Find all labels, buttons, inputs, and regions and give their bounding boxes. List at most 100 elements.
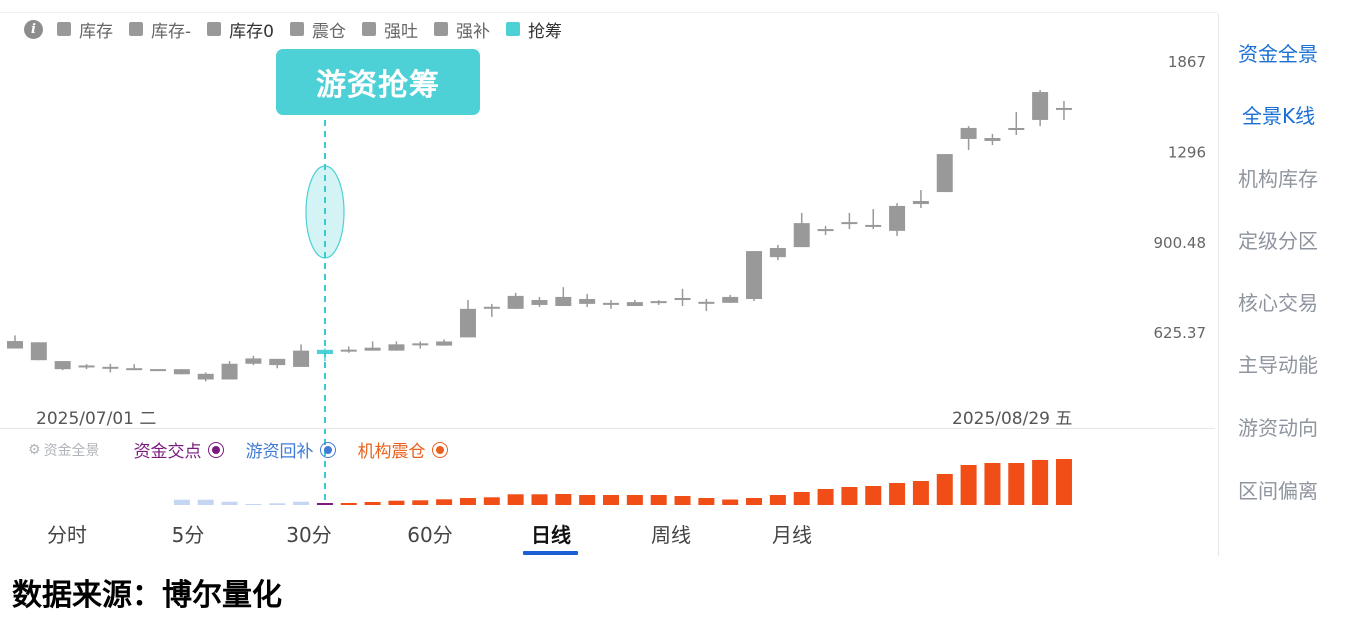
fund-bar (650, 495, 667, 505)
legend-label: 震仓 (311, 21, 346, 42)
candle-body (555, 296, 572, 306)
legend-label: 强补 (455, 21, 490, 42)
candle-body (650, 301, 667, 304)
bottom-legend-item[interactable]: 机构震仓 (358, 437, 448, 462)
legend-label: 库存 (79, 21, 113, 42)
fund-bar (889, 483, 906, 505)
candle (817, 225, 834, 236)
candle-body (507, 295, 524, 309)
tab-period[interactable]: 日线 (531, 523, 571, 547)
candle (769, 244, 786, 261)
tab-period[interactable]: 30分 (286, 523, 332, 547)
candle (650, 300, 667, 305)
legend-item[interactable]: 库存 (57, 17, 113, 42)
fund-bar (531, 494, 548, 505)
bottom-legend-item[interactable]: 游资回补 (246, 437, 336, 462)
candle (722, 294, 739, 303)
candle-body (626, 302, 643, 306)
sidebar-item[interactable]: 主导动能 (1238, 353, 1318, 377)
bottom-legend-label: 资金交点 (133, 442, 202, 462)
tab-period[interactable]: 5分 (171, 523, 205, 547)
x-axis-start-date: 2025/07/01 二 (36, 409, 157, 429)
candle-body (126, 368, 143, 371)
candle (54, 361, 71, 371)
tab-period[interactable]: 60分 (407, 523, 453, 547)
radio-dot-icon (207, 441, 224, 458)
fund-bar (603, 495, 619, 505)
fund-bar (197, 499, 214, 505)
sidebar-item[interactable]: 区间偏离 (1238, 479, 1318, 503)
sidebar-item[interactable]: 定级分区 (1238, 229, 1318, 253)
fund-bars (173, 459, 1072, 505)
sidebar-item[interactable]: 机构库存 (1238, 167, 1318, 191)
candle (364, 341, 381, 351)
candle-body (459, 308, 476, 338)
candle-body (960, 127, 977, 139)
candle-body (817, 229, 834, 232)
candle-body (412, 343, 429, 346)
candle (340, 346, 357, 353)
candle (150, 369, 167, 372)
radio-dot-icon (319, 441, 336, 458)
x-axis-end-date: 2025/08/29 五 (952, 409, 1073, 429)
tab-period[interactable]: 月线 (772, 523, 812, 547)
sidebar-item[interactable]: 资金全景 (1238, 42, 1318, 66)
legend-swatch (129, 22, 143, 36)
legend-label: 强吐 (383, 21, 418, 42)
candle (173, 369, 190, 375)
legend-item[interactable]: 抢筹 (505, 17, 562, 42)
bottom-legend-item[interactable]: 资金交点 (134, 437, 224, 462)
candle-body (698, 301, 715, 304)
legend-item[interactable]: 库存0 (207, 17, 274, 42)
fund-bar (769, 495, 786, 505)
candle-body (7, 341, 23, 349)
fund-bar (960, 465, 977, 505)
candle-body (674, 297, 691, 300)
legend-item[interactable]: 强补 (433, 17, 490, 42)
legend-item[interactable]: 震仓 (289, 17, 346, 42)
candle-body (579, 298, 596, 304)
fund-bar (412, 500, 429, 505)
annotation-label: 游资抢筹 (276, 49, 480, 115)
kline-chart[interactable]: 1867 1296 900.48 625.37 (0, 0, 1218, 510)
fund-bar (722, 499, 739, 505)
bottom-legend-label: 游资回补 (245, 442, 314, 462)
tab-period[interactable]: 周线 (651, 523, 691, 547)
candle (531, 296, 548, 308)
radio-dot-icon (431, 441, 448, 458)
top-divider (0, 12, 1218, 13)
candle (507, 292, 524, 309)
sidebar-item[interactable]: 游资动向 (1238, 416, 1318, 440)
fund-bar (579, 495, 596, 505)
legend-label: 库存- (151, 21, 192, 42)
candle-body (1008, 127, 1025, 130)
info-icon[interactable]: i (24, 19, 43, 39)
candle-body (340, 349, 357, 352)
fund-bar (245, 504, 262, 505)
sidebar-item[interactable]: 全景K线 (1242, 104, 1316, 128)
candle (197, 372, 214, 382)
candle (483, 303, 500, 317)
legend-swatch (361, 22, 376, 36)
fund-bar (293, 501, 310, 505)
candle-body (245, 358, 262, 364)
candle (698, 298, 715, 312)
legend-item[interactable]: 强吐 (361, 17, 418, 42)
tab-period[interactable]: 分时 (47, 523, 87, 547)
y-axis-labels: 1867 1296 900.48 625.37 (1154, 53, 1207, 342)
fund-bar (269, 503, 286, 505)
fund-bar (173, 499, 190, 505)
fund-panorama-setting[interactable]: ⚙ 资金全景 (28, 440, 100, 460)
fund-bar (364, 502, 381, 505)
fund-bar (555, 494, 572, 505)
sidebar-item[interactable]: 核心交易 (1238, 291, 1318, 315)
y-tick-label: 1296 (1168, 144, 1206, 162)
bottom-legend: ⚙ 资金全景 资金交点 游资回补 机构震仓 (28, 437, 470, 462)
legend-swatch (289, 22, 304, 36)
fund-bar (865, 486, 882, 505)
candle-body (293, 350, 310, 367)
legend-item[interactable]: 库存- (129, 17, 191, 42)
fund-bar (841, 487, 858, 505)
candle (1032, 89, 1049, 127)
legend-swatch (433, 22, 448, 36)
